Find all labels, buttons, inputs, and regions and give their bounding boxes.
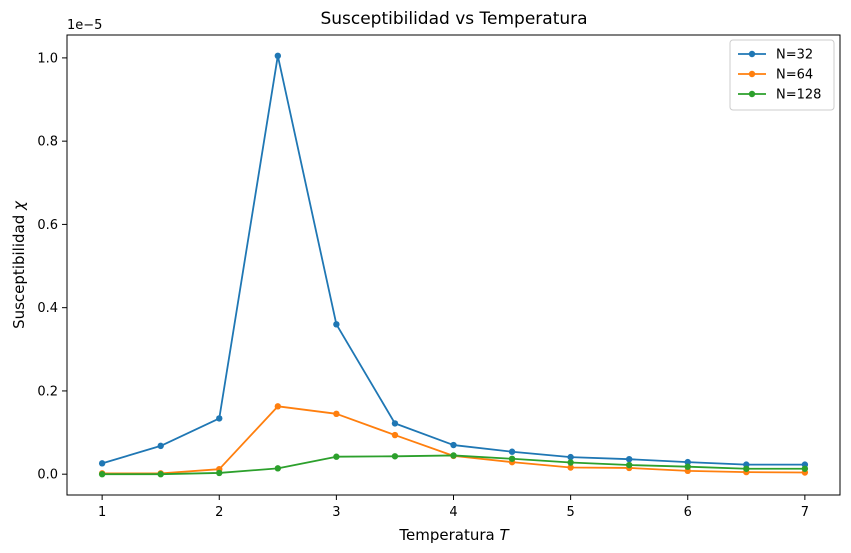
data-point-n-32	[157, 442, 164, 450]
y-axis: 0.0 0.2 0.4 0.6 0.8 1.0	[37, 51, 67, 483]
y-tick-label: 0.4	[37, 301, 58, 316]
data-point-n-128	[98, 470, 106, 478]
chart-title: Susceptibilidad vs Temperatura	[320, 9, 587, 29]
data-point-n-32	[684, 458, 691, 466]
plot-area	[98, 52, 809, 478]
x-tick-label: 3	[332, 505, 340, 520]
legend-box	[729, 39, 835, 111]
data-point-n-128	[450, 452, 457, 459]
data-point-n-128	[684, 463, 691, 470]
x-tick-label: 5	[566, 505, 574, 520]
data-point-n-64	[333, 410, 340, 418]
legend-marker	[748, 90, 756, 98]
legend-marker	[748, 70, 756, 78]
x-tick-label: 4	[449, 505, 457, 520]
y-tick-label: 1.0	[37, 51, 58, 66]
y-axis-label: Susceptibilidad χ	[10, 200, 28, 329]
data-point-n-32	[567, 453, 574, 461]
legend: N=32 N=64 N=128	[729, 39, 835, 111]
y-tick-label: 0.8	[37, 135, 58, 150]
series-line-n-32	[101, 54, 805, 466]
data-point-n-128	[216, 469, 223, 477]
y-offset-text: 1e−5	[67, 18, 102, 33]
data-point-n-32	[508, 448, 516, 455]
y-tick-label: 0.0	[37, 468, 58, 483]
data-point-n-128	[801, 465, 809, 472]
data-point-n-32	[274, 52, 282, 60]
data-point-n-128	[274, 465, 282, 472]
x-axis-label: Temperatura T	[398, 526, 510, 544]
data-point-n-32	[98, 460, 106, 467]
legend-marker	[748, 50, 756, 58]
data-point-n-128	[567, 459, 574, 466]
data-point-n-32	[391, 420, 399, 427]
data-point-n-64	[274, 403, 282, 410]
x-axis: 1 2 3 4 5 6 7	[98, 495, 809, 520]
legend-label: N=64	[776, 68, 813, 83]
data-point-n-64	[391, 431, 399, 439]
data-point-n-128	[333, 453, 340, 460]
data-point-n-32	[450, 441, 457, 449]
data-point-n-128	[157, 470, 164, 478]
x-tick-label: 7	[801, 505, 809, 520]
data-point-n-32	[216, 415, 223, 422]
y-tick-label: 0.6	[37, 218, 58, 233]
data-point-n-128	[391, 453, 399, 460]
data-point-n-128	[508, 455, 516, 462]
y-tick-label: 0.2	[37, 384, 58, 399]
x-tick-label: 1	[98, 505, 106, 520]
data-point-n-128	[743, 465, 750, 472]
legend-label: N=32	[776, 48, 813, 63]
data-point-n-32	[625, 455, 633, 463]
x-tick-label: 6	[684, 505, 692, 520]
data-point-n-64	[567, 464, 574, 471]
legend-label: N=128	[776, 88, 821, 103]
data-point-n-128	[625, 461, 633, 469]
data-point-n-32	[333, 321, 340, 328]
axes-frame	[66, 34, 841, 496]
x-tick-label: 2	[215, 505, 223, 520]
